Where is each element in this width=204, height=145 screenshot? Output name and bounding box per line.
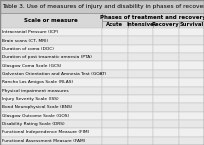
Text: Bond Neurophysical Scale (BNS): Bond Neurophysical Scale (BNS) — [2, 105, 72, 109]
Text: Table 3. Use of measures of injury and disability in phases of recovery from TBI: Table 3. Use of measures of injury and d… — [2, 4, 204, 9]
Text: Glasgow Coma Scale (GCS): Glasgow Coma Scale (GCS) — [2, 64, 61, 68]
Bar — [102, 53, 128, 61]
Bar — [153, 36, 178, 45]
Bar — [0, 103, 102, 112]
Bar — [128, 61, 153, 70]
Bar — [0, 120, 102, 128]
Bar — [0, 70, 102, 78]
Bar — [0, 36, 102, 45]
Bar — [178, 112, 204, 120]
Bar — [102, 28, 128, 36]
Text: Recovery: Recovery — [152, 22, 180, 27]
Bar — [178, 128, 204, 137]
Bar — [128, 128, 153, 137]
Bar — [102, 21, 128, 28]
Bar — [128, 70, 153, 78]
Bar — [153, 103, 178, 112]
Bar — [128, 87, 153, 95]
Bar — [153, 112, 178, 120]
Bar — [0, 13, 102, 28]
Bar — [178, 53, 204, 61]
Bar — [0, 95, 102, 103]
Bar — [0, 61, 102, 70]
Bar — [102, 78, 128, 87]
Text: Duration of coma (DOC): Duration of coma (DOC) — [2, 47, 54, 51]
Bar — [102, 95, 128, 103]
Bar — [178, 21, 204, 28]
Text: Disability Rating Scale (DRS): Disability Rating Scale (DRS) — [2, 122, 65, 126]
Bar — [153, 78, 178, 87]
Bar — [0, 53, 102, 61]
Bar — [153, 61, 178, 70]
Bar — [102, 13, 204, 21]
Text: Duration of post traumatic amnesia (PTA): Duration of post traumatic amnesia (PTA) — [2, 55, 92, 59]
Bar — [128, 112, 153, 120]
Bar — [0, 78, 102, 87]
Bar — [102, 61, 128, 70]
Text: Phases of treatment and recovery: Phases of treatment and recovery — [100, 14, 204, 19]
Bar — [153, 70, 178, 78]
Bar — [128, 28, 153, 36]
Bar — [128, 78, 153, 87]
Bar — [178, 95, 204, 103]
Bar — [153, 53, 178, 61]
Bar — [0, 112, 102, 120]
Text: Survival: Survival — [179, 22, 203, 27]
Text: Functional Independence Measure (FIM): Functional Independence Measure (FIM) — [2, 130, 89, 134]
Bar — [153, 137, 178, 145]
Bar — [178, 78, 204, 87]
Bar — [153, 21, 178, 28]
Text: Physical impairment measures: Physical impairment measures — [2, 89, 69, 93]
Bar — [153, 87, 178, 95]
Bar — [128, 21, 153, 28]
Bar — [128, 137, 153, 145]
Text: Acute: Acute — [106, 22, 123, 27]
Text: Brain scans (CT, MRI): Brain scans (CT, MRI) — [2, 39, 48, 42]
Bar — [153, 45, 178, 53]
Bar — [178, 70, 204, 78]
Text: Rancho Los Amigos Scale (RLAS): Rancho Los Amigos Scale (RLAS) — [2, 80, 73, 84]
Bar — [102, 36, 128, 45]
Bar — [0, 137, 102, 145]
Bar — [128, 45, 153, 53]
Text: Functional Assessment Measure (FAM): Functional Assessment Measure (FAM) — [2, 139, 85, 143]
Text: Scale or measure: Scale or measure — [24, 18, 78, 23]
Bar — [0, 28, 102, 36]
Bar — [178, 137, 204, 145]
Bar — [178, 36, 204, 45]
Bar — [178, 87, 204, 95]
Bar — [153, 128, 178, 137]
Bar — [128, 120, 153, 128]
Bar — [153, 28, 178, 36]
Bar — [178, 61, 204, 70]
Bar — [128, 53, 153, 61]
Text: Intracranial Pressure (ICP): Intracranial Pressure (ICP) — [2, 30, 58, 34]
Bar — [102, 128, 128, 137]
Text: Intensive: Intensive — [126, 22, 154, 27]
Bar — [153, 95, 178, 103]
Bar — [102, 45, 128, 53]
Bar — [0, 87, 102, 95]
Text: Glasgow Outcome Scale (GOS): Glasgow Outcome Scale (GOS) — [2, 114, 69, 118]
Bar — [128, 95, 153, 103]
Bar — [102, 137, 128, 145]
Bar — [178, 120, 204, 128]
Bar — [128, 36, 153, 45]
Bar — [102, 112, 128, 120]
Bar — [128, 103, 153, 112]
Text: Galveston Orientation and Amnesia Test (GOAT): Galveston Orientation and Amnesia Test (… — [2, 72, 106, 76]
Bar — [0, 0, 204, 13]
Bar — [102, 120, 128, 128]
Text: Injury Severity Scale (ISS): Injury Severity Scale (ISS) — [2, 97, 59, 101]
Bar — [0, 128, 102, 137]
Bar — [178, 103, 204, 112]
Bar — [102, 70, 128, 78]
Bar — [178, 28, 204, 36]
Bar — [178, 45, 204, 53]
Bar — [102, 87, 128, 95]
Bar — [153, 120, 178, 128]
Bar — [0, 45, 102, 53]
Bar — [102, 103, 128, 112]
